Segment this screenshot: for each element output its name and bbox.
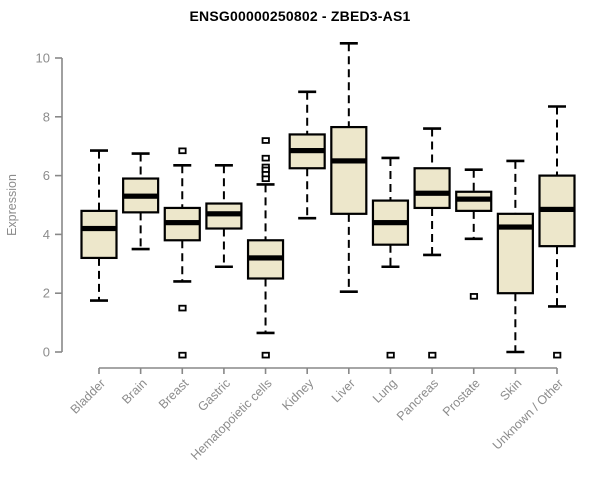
x-tick-label-unknown-other: Unknown / Other — [490, 376, 566, 452]
iqr-box — [413, 167, 451, 210]
x-tick-label-brain: Brain — [119, 376, 150, 407]
median-line — [456, 196, 492, 202]
x-tick-label-gastric: Gastric — [195, 376, 233, 414]
outlier-point — [386, 351, 395, 359]
outlier-point — [178, 147, 187, 155]
median-line — [331, 158, 367, 164]
chart-title: ENSG00000250802 - ZBED3-AS1 — [189, 8, 411, 24]
outlier-point — [178, 304, 187, 312]
outlier-point — [261, 175, 270, 183]
box-brain — [122, 152, 160, 251]
median-line — [414, 190, 450, 196]
x-tick-label-hematopoietic-cells: Hematopoietic cells — [188, 376, 275, 463]
y-tick-label: 10 — [36, 51, 50, 66]
x-tick-label-bladder: Bladder — [68, 376, 108, 416]
box-lung — [371, 156, 410, 359]
y-tick-label: 2 — [43, 286, 50, 301]
x-tick-label-pancreas: Pancreas — [394, 376, 441, 423]
outlier-point — [553, 351, 562, 359]
outlier-point — [261, 351, 270, 359]
x-tick-label-liver: Liver — [329, 376, 358, 405]
box-liver — [330, 41, 368, 294]
x-tick-label-kidney: Kidney — [279, 376, 316, 413]
x-tick-label-prostate: Prostate — [440, 376, 483, 419]
outlier-point — [261, 137, 270, 144]
box-hematopoietic-cells — [246, 137, 285, 359]
box-pancreas — [413, 127, 451, 359]
median-line — [206, 211, 242, 217]
outlier-point — [428, 351, 437, 359]
x-tick-label-lung: Lung — [370, 376, 400, 406]
box-gastric — [205, 164, 243, 269]
median-line — [539, 206, 575, 213]
y-tick-label: 6 — [43, 168, 50, 183]
y-axis-title: Expression — [5, 174, 19, 236]
outlier-point — [261, 154, 270, 162]
y-axis: 0 2 4 6 8 10 Expression — [5, 51, 63, 360]
outlier-point — [469, 293, 479, 300]
median-line — [248, 255, 284, 261]
box-breast — [163, 147, 201, 359]
y-tick-label: 4 — [43, 227, 50, 242]
box-bladder — [80, 149, 118, 302]
box-unknown-other — [538, 105, 576, 359]
median-line — [164, 220, 200, 226]
x-tick-label-breast: Breast — [156, 376, 192, 412]
box-skin — [496, 159, 534, 354]
median-line — [289, 148, 325, 154]
median-line — [372, 220, 408, 226]
iqr-box — [80, 209, 118, 260]
median-line — [497, 224, 533, 230]
box-prostate — [455, 168, 493, 300]
iqr-box — [330, 125, 368, 215]
median-line — [81, 225, 117, 232]
outlier-point — [178, 351, 187, 359]
y-tick-label: 0 — [43, 345, 50, 360]
y-tick-label: 8 — [43, 109, 50, 124]
x-tick-label-skin: Skin — [497, 376, 524, 403]
box-kidney — [288, 90, 326, 220]
median-line — [123, 193, 159, 199]
